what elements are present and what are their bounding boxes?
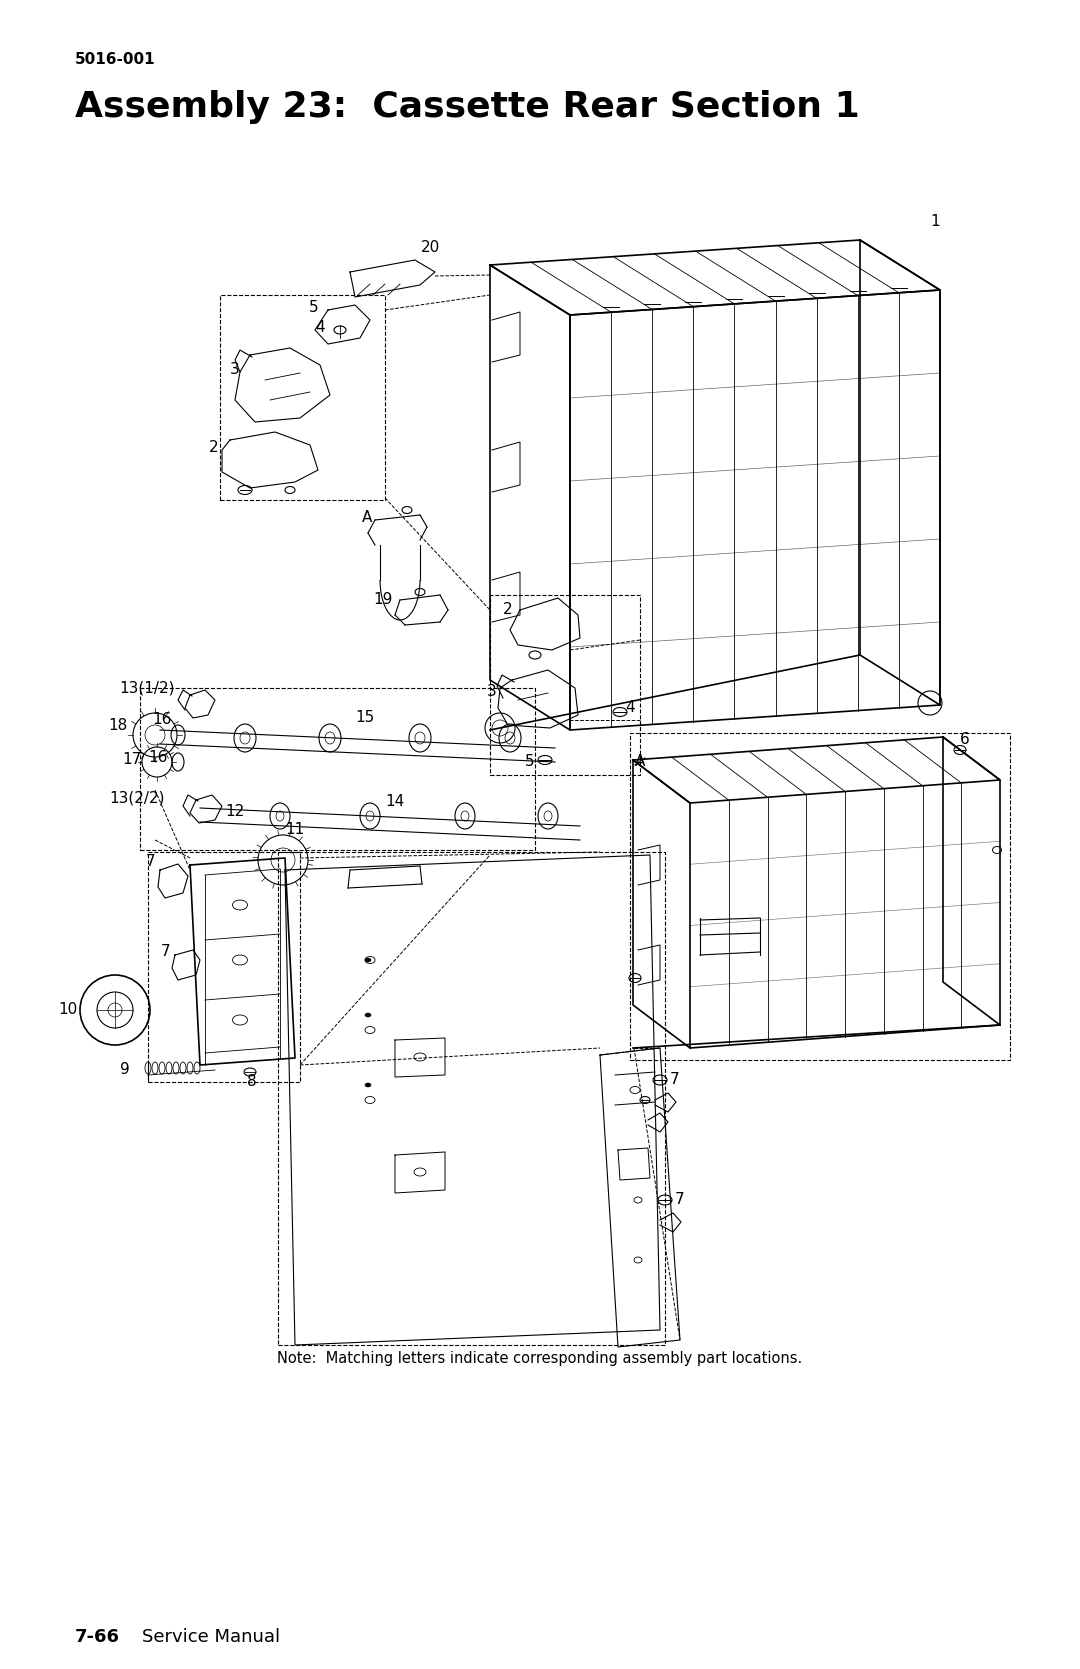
Text: A: A <box>362 511 372 526</box>
Bar <box>220 295 384 501</box>
Ellipse shape <box>365 1013 372 1016</box>
Text: 10: 10 <box>58 1003 78 1018</box>
Text: 19: 19 <box>374 592 393 608</box>
Text: 20: 20 <box>420 240 440 255</box>
Text: 13(2/2): 13(2/2) <box>109 791 165 806</box>
Text: 5016-001: 5016-001 <box>75 52 156 67</box>
Text: 9: 9 <box>120 1063 130 1078</box>
Text: A: A <box>635 754 646 769</box>
Text: Assembly 23:  Cassette Rear Section 1: Assembly 23: Cassette Rear Section 1 <box>75 90 860 124</box>
Text: 7: 7 <box>670 1073 679 1088</box>
Text: 5: 5 <box>525 754 535 769</box>
Text: 5: 5 <box>309 300 318 315</box>
Text: Note:  Matching letters indicate corresponding assembly part locations.: Note: Matching letters indicate correspo… <box>278 1350 802 1365</box>
Bar <box>278 851 665 1345</box>
Ellipse shape <box>365 958 372 961</box>
Bar <box>630 733 1010 1060</box>
Text: 16: 16 <box>149 751 168 766</box>
Bar <box>140 688 535 850</box>
Text: 3: 3 <box>487 684 497 699</box>
Text: 17: 17 <box>123 753 141 768</box>
Text: 6: 6 <box>960 733 970 748</box>
Text: 1: 1 <box>930 215 940 230</box>
Text: 7: 7 <box>146 855 156 870</box>
Text: 12: 12 <box>226 804 245 819</box>
Ellipse shape <box>365 1083 372 1087</box>
Text: Service Manual: Service Manual <box>141 1627 280 1646</box>
Text: 14: 14 <box>386 794 405 809</box>
Text: 8: 8 <box>247 1075 257 1090</box>
Text: 4: 4 <box>625 701 635 716</box>
Text: 2: 2 <box>502 603 512 618</box>
Text: 4: 4 <box>315 319 325 334</box>
Text: 18: 18 <box>109 718 129 733</box>
Text: 16: 16 <box>152 713 172 728</box>
Text: 7: 7 <box>675 1192 685 1207</box>
Text: 7: 7 <box>160 945 170 960</box>
Text: 11: 11 <box>285 823 305 838</box>
Text: 3: 3 <box>230 362 240 377</box>
Bar <box>148 851 300 1082</box>
Text: 13(1/2): 13(1/2) <box>120 681 175 696</box>
Text: 2: 2 <box>208 441 218 456</box>
Text: 15: 15 <box>355 711 375 726</box>
Bar <box>490 596 640 774</box>
Text: 7-66: 7-66 <box>75 1627 120 1646</box>
